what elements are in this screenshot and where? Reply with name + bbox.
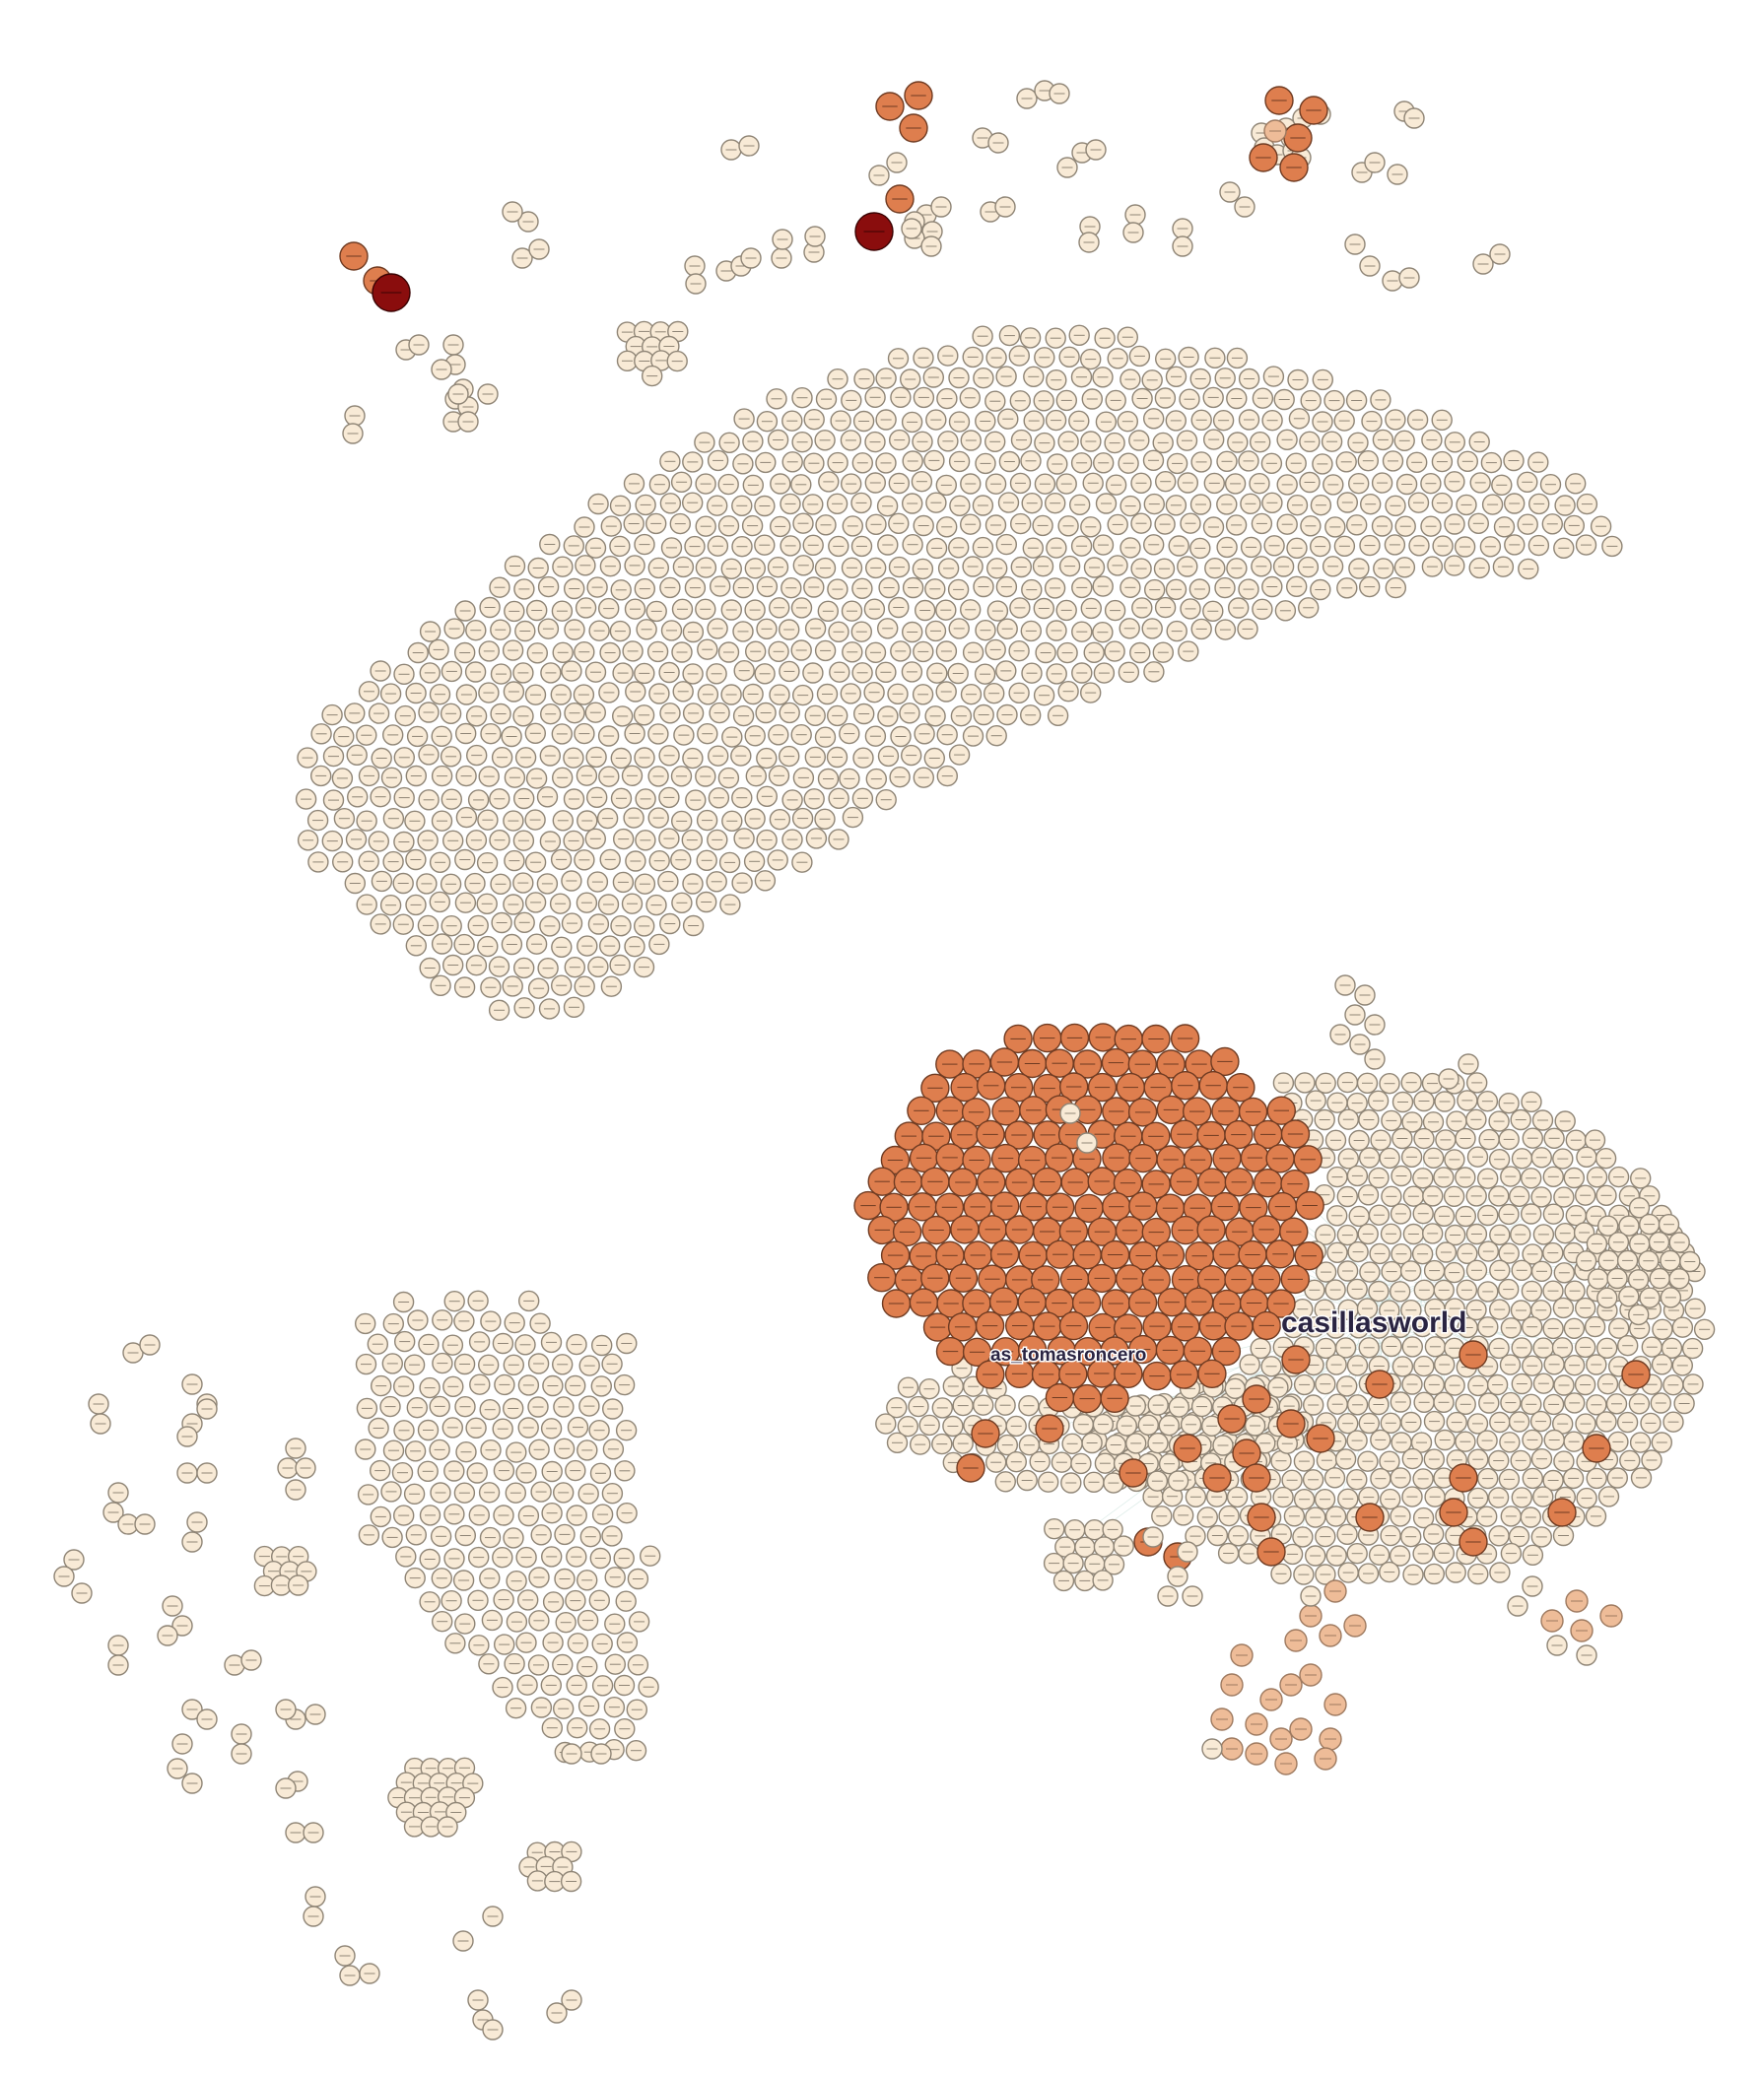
node-layer — [53, 80, 1716, 2041]
hub-label-as-tomasroncero: as_tomasroncero — [990, 1345, 1146, 1366]
hub-label-casillasworld: casillasworld — [1281, 1306, 1466, 1339]
